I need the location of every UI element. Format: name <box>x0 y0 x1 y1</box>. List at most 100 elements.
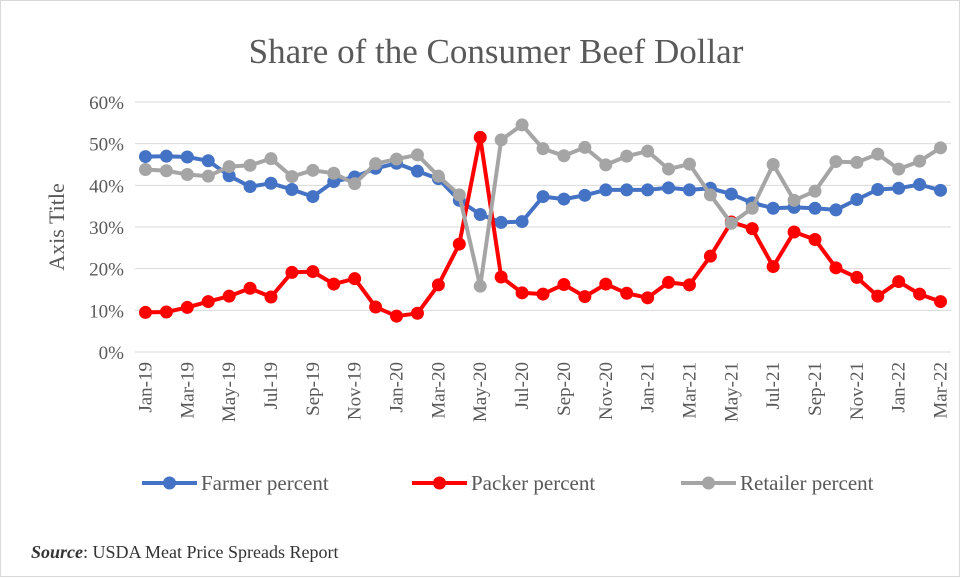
data-point <box>724 216 738 230</box>
data-point <box>494 133 508 147</box>
data-point <box>913 154 927 168</box>
data-point <box>348 177 362 191</box>
data-point <box>557 278 571 291</box>
data-point <box>913 287 927 301</box>
x-tick-label: May-21 <box>721 362 742 422</box>
data-point <box>222 160 236 174</box>
data-point <box>745 222 759 236</box>
data-point <box>285 183 299 196</box>
data-point <box>285 265 299 279</box>
data-point <box>369 300 383 314</box>
data-point <box>473 130 487 144</box>
legend-label: Farmer percent <box>201 471 329 495</box>
data-point <box>682 278 696 292</box>
chart-title: Share of the Consumer Beef Dollar <box>249 32 744 71</box>
data-point <box>766 158 780 171</box>
data-point <box>222 169 236 183</box>
data-point <box>620 149 634 163</box>
data-point <box>787 193 801 207</box>
y-axis-ticks: 0% 10% 20% 30% 40% 50% 60% <box>89 93 124 364</box>
x-tick-label: Nov-21 <box>847 362 868 420</box>
data-point <box>892 181 906 195</box>
data-point <box>515 118 529 132</box>
data-point <box>473 208 487 221</box>
data-point <box>808 233 822 246</box>
legend-marker <box>433 476 446 490</box>
data-point <box>180 168 194 181</box>
x-tick-label: Mar-19 <box>177 362 198 419</box>
data-point <box>264 176 278 190</box>
data-point <box>264 152 278 166</box>
data-point <box>850 193 864 206</box>
data-point <box>682 157 696 171</box>
y-tick-label: 20% <box>89 260 124 281</box>
source-note: Source: USDA Meat Price Spreads Report <box>31 542 338 563</box>
data-point <box>871 289 885 303</box>
data-point <box>934 295 948 309</box>
data-point <box>138 163 152 176</box>
data-point <box>724 187 738 201</box>
data-point <box>243 158 257 172</box>
data-point <box>536 190 550 204</box>
series-retailer-percent <box>138 118 948 293</box>
x-tick-label: Sep-21 <box>805 362 826 416</box>
data-point <box>599 158 613 172</box>
data-point <box>578 188 592 202</box>
data-point <box>599 277 613 291</box>
data-point <box>703 249 717 263</box>
series-layer <box>138 118 948 323</box>
data-point <box>913 178 927 191</box>
x-tick-label: Jan-20 <box>387 362 408 413</box>
data-point <box>494 215 508 229</box>
data-point <box>620 286 634 300</box>
data-point <box>703 188 717 202</box>
x-axis-ticks: Jan-19 Mar-19 May-19 Jul-19 Sep-19 Nov-19 Jan-… <box>135 362 951 422</box>
data-point <box>201 169 215 183</box>
data-point <box>829 155 843 169</box>
source-label: Source <box>31 542 84 562</box>
y-tick-label: 50% <box>89 135 124 156</box>
data-point <box>620 183 634 197</box>
data-point <box>536 287 550 301</box>
data-point <box>557 192 571 206</box>
data-point <box>808 184 822 198</box>
data-point <box>934 141 948 155</box>
data-point <box>180 300 194 314</box>
data-point <box>306 163 320 177</box>
data-point <box>766 201 780 215</box>
source-text: : USDA Meat Price Spreads Report <box>83 542 339 562</box>
data-point <box>662 162 676 176</box>
data-point <box>285 170 299 184</box>
x-tick-label: Jan-21 <box>638 362 659 413</box>
data-point <box>494 270 508 284</box>
data-point <box>850 155 864 169</box>
data-point <box>159 305 173 319</box>
data-point <box>745 201 759 215</box>
data-point <box>180 150 194 164</box>
data-point <box>557 149 571 163</box>
data-point <box>201 295 215 309</box>
data-point <box>306 265 320 279</box>
data-point <box>871 147 885 161</box>
data-point <box>138 305 152 319</box>
data-point <box>138 150 152 164</box>
legend: Farmer percent Packer percent Retailer per… <box>142 471 874 495</box>
data-point <box>682 183 696 197</box>
series-packer-percent <box>138 130 948 323</box>
data-point <box>641 144 655 158</box>
data-point <box>431 278 445 292</box>
data-point <box>264 290 278 304</box>
data-point <box>515 215 529 229</box>
y-tick-label: 40% <box>89 176 124 197</box>
x-tick-label: Jul-20 <box>512 362 533 410</box>
data-point <box>452 237 466 251</box>
y-tick-label: 0% <box>99 343 125 364</box>
data-point <box>327 166 341 180</box>
x-tick-label: Mar-21 <box>679 362 700 419</box>
data-point <box>410 306 424 320</box>
data-point <box>578 290 592 304</box>
data-point <box>452 188 466 202</box>
data-point <box>808 201 822 215</box>
data-point <box>787 225 801 239</box>
